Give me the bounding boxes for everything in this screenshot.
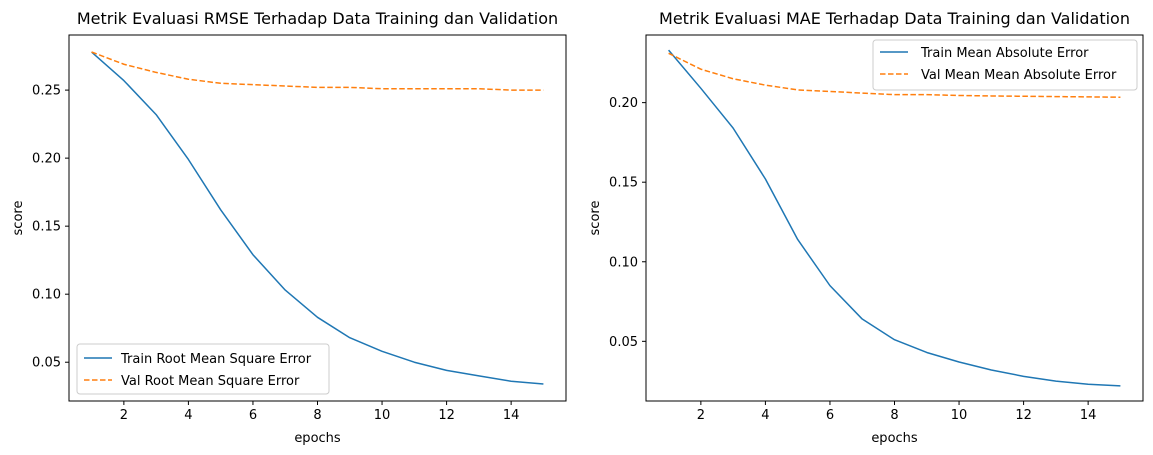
- rmse-chart-title: Metrik Evaluasi RMSE Terhadap Data Train…: [77, 9, 558, 28]
- mae-legend: Train Mean Absolute Error Val Mean Mean …: [872, 39, 1138, 91]
- rmse-x-tick-label: 6: [249, 408, 257, 423]
- rmse-x-axis-label: epochs: [294, 431, 341, 446]
- rmse-x-tick-label: 2: [120, 408, 128, 423]
- mae-x-tick-label: 2: [697, 408, 705, 423]
- rmse-y-tick-label: 0.05: [32, 356, 61, 371]
- rmse-legend: Train Root Mean Square Error Val Root Me…: [76, 343, 330, 395]
- rmse-series-line-train: [91, 51, 544, 385]
- mae-legend-train-label: Train Mean Absolute Error: [920, 46, 1089, 61]
- mae-lines: [668, 49, 1121, 387]
- rmse-subplot: Metrik Evaluasi RMSE Terhadap Data Train…: [11, 9, 567, 446]
- rmse-lines: [91, 51, 544, 385]
- mae-series-line-val: [668, 52, 1121, 98]
- mae-chart-title: Metrik Evaluasi MAE Terhadap Data Traini…: [659, 9, 1130, 28]
- rmse-legend-box: [76, 343, 330, 395]
- rmse-y-axis-label: score: [11, 201, 26, 236]
- mae-y-axis-label: score: [588, 201, 603, 236]
- mae-x-tick-label: 8: [890, 408, 898, 423]
- mae-y-tick-label: 0.10: [609, 255, 638, 270]
- mae-x-tick-label: 12: [1015, 408, 1032, 423]
- rmse-y-tick-label: 0.15: [32, 220, 61, 235]
- mae-x-tick-label: 6: [826, 408, 834, 423]
- mae-y-tick-label: 0.15: [609, 176, 638, 191]
- mae-x-tick-label: 14: [1080, 408, 1097, 423]
- mae-x-tick-label: 4: [761, 408, 769, 423]
- mae-y-tick-label: 0.05: [609, 335, 638, 350]
- rmse-series-line-val: [91, 51, 544, 91]
- mae-x-axis-label: epochs: [871, 431, 918, 446]
- mae-legend-box: [872, 39, 1138, 91]
- rmse-legend-train-label: Train Root Mean Square Error: [120, 352, 312, 367]
- rmse-x-ticks: 2 4 6 8 10 12 14: [120, 401, 520, 423]
- rmse-y-tick-label: 0.10: [32, 288, 61, 303]
- mae-x-ticks: 2 4 6 8 10 12 14: [697, 401, 1097, 423]
- mae-legend-val-label: Val Mean Mean Absolute Error: [921, 68, 1117, 83]
- mae-subplot: Metrik Evaluasi MAE Terhadap Data Traini…: [588, 9, 1144, 446]
- mae-y-tick-label: 0.20: [609, 96, 638, 111]
- rmse-x-tick-label: 14: [503, 408, 520, 423]
- rmse-x-tick-label: 12: [438, 408, 455, 423]
- mae-series-line-train: [668, 49, 1121, 387]
- rmse-legend-val-label: Val Root Mean Square Error: [121, 374, 300, 389]
- rmse-y-ticks: 0.05 0.10 0.15 0.20 0.25: [32, 84, 69, 371]
- rmse-y-tick-label: 0.25: [32, 84, 61, 99]
- mae-x-tick-label: 10: [951, 408, 968, 423]
- rmse-x-tick-label: 4: [184, 408, 192, 423]
- rmse-x-tick-label: 10: [374, 408, 391, 423]
- mae-y-ticks: 0.05 0.10 0.15 0.20: [609, 96, 646, 350]
- rmse-x-tick-label: 8: [313, 408, 321, 423]
- rmse-y-tick-label: 0.20: [32, 152, 61, 167]
